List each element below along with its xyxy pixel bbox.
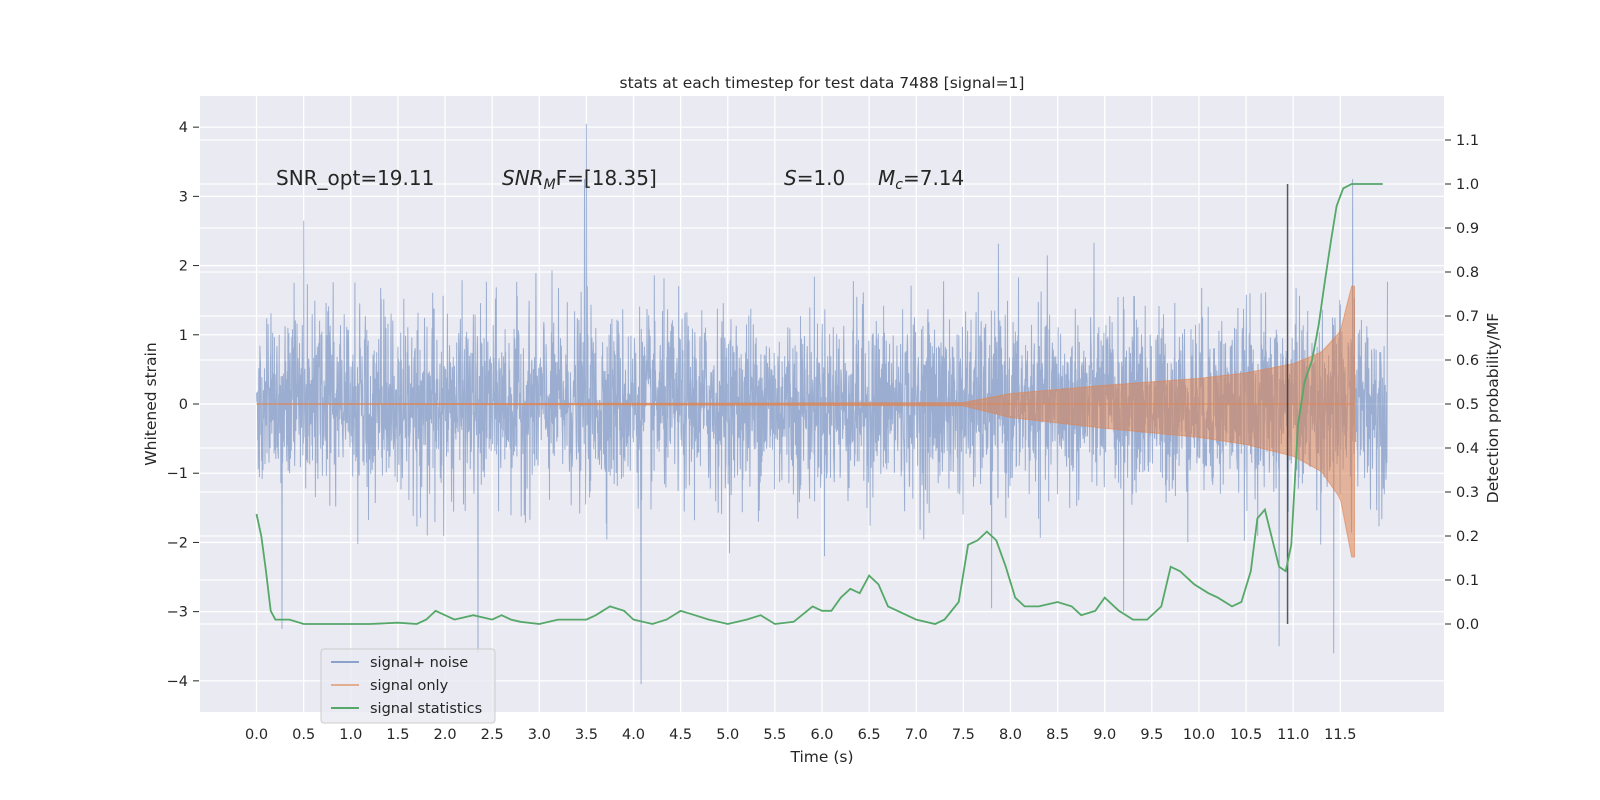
x-tick-label: 0.0 <box>245 727 268 743</box>
x-tick-label: 2.5 <box>481 727 504 743</box>
y2-tick-label: 0.4 <box>1456 441 1479 457</box>
y-axis-ticks: −4 −3 −2 −1 0 1 2 3 4 <box>167 120 199 690</box>
x-tick-label: 4.5 <box>669 727 692 743</box>
x-tick-label: 0.5 <box>292 727 315 743</box>
x-tick-label: 7.0 <box>905 727 928 743</box>
y-tick-label: 1 <box>179 328 188 344</box>
x-tick-label: 5.5 <box>763 727 786 743</box>
y2-axis-ticks: 0.0 0.1 0.2 0.3 0.4 0.5 0.6 0.7 0.8 0.9 1.0 1.1 <box>1445 133 1479 633</box>
x-tick-label: 9.0 <box>1093 727 1116 743</box>
annotation-snr-mf: SNRMF=[18.35] <box>502 166 657 193</box>
series-signal-only <box>256 285 1355 558</box>
series-signal-statistics <box>255 183 1383 625</box>
y-tick-label: −3 <box>167 605 188 621</box>
x-tick-label: 7.5 <box>952 727 975 743</box>
legend-label-signal-plus-noise: signal+ noise <box>370 655 468 671</box>
y-tick-label: −4 <box>167 674 188 690</box>
annotation-s-rest: =1.0 <box>797 166 846 190</box>
annotation-snr-mf-symbol: SNR <box>502 166 544 190</box>
annotation-mc-symbol: M <box>878 166 895 190</box>
chart-title: stats at each timestep for test data 748… <box>620 74 1025 92</box>
x-tick-label: 3.0 <box>528 727 551 743</box>
y2-tick-label: 1.0 <box>1456 177 1479 193</box>
y-tick-label: −1 <box>167 466 188 482</box>
legend-box <box>320 648 496 724</box>
annotation-snr-opt: SNR_opt=19.11 <box>276 166 434 190</box>
y2-tick-label: 0.8 <box>1456 265 1479 281</box>
legend: signal+ noise signal only signal statist… <box>320 648 496 724</box>
x-tick-label: 6.5 <box>858 727 881 743</box>
y2-tick-label: 0.2 <box>1456 529 1479 545</box>
x-tick-label: 2.0 <box>433 727 456 743</box>
y2-tick-label: 0.9 <box>1456 221 1479 237</box>
y-tick-label: 0 <box>179 397 188 413</box>
annotation-mc: Mc=7.14 <box>878 166 964 193</box>
annotation-snr-mf-rest: F=[18.35] <box>556 166 657 190</box>
annotation-snr-mf-sub: M <box>544 177 556 193</box>
y2-tick-label: 0.3 <box>1456 485 1479 501</box>
annotation-mc-sub: c <box>895 177 903 193</box>
x-tick-label: 6.0 <box>810 727 833 743</box>
y2-tick-label: 0.7 <box>1456 309 1479 325</box>
y2-tick-label: 0.5 <box>1456 397 1479 413</box>
y2-axis-label: Detection probability/MF <box>1484 313 1502 504</box>
y2-tick-label: 0.1 <box>1456 573 1479 589</box>
x-tick-label: 11.0 <box>1277 727 1309 743</box>
y-tick-label: 3 <box>179 189 188 205</box>
x-tick-label: 3.5 <box>575 727 598 743</box>
x-tick-label: 8.0 <box>999 727 1022 743</box>
y-axis-label: Whitened strain <box>142 342 160 465</box>
legend-label-signal-statistics: signal statistics <box>370 701 482 717</box>
x-tick-label: 8.5 <box>1046 727 1069 743</box>
series-area-signal-only <box>256 285 1355 558</box>
x-tick-label: 11.5 <box>1324 727 1356 743</box>
x-tick-label: 10.5 <box>1230 727 1262 743</box>
annotation-s: S=1.0 <box>784 166 845 190</box>
x-axis-ticks: 0.0 0.5 1.0 1.5 2.0 2.5 3.0 3.5 4.0 4.5 5.0 5.5 6.0 6… <box>245 727 1356 743</box>
x-tick-label: 10.0 <box>1183 727 1215 743</box>
x-tick-label: 4.0 <box>622 727 645 743</box>
y-tick-label: 2 <box>179 259 188 275</box>
y-tick-label: −2 <box>167 535 188 551</box>
y-tick-label: 4 <box>179 120 188 136</box>
annotation-s-symbol: S <box>784 166 797 190</box>
annotation-mc-rest: =7.14 <box>903 166 964 190</box>
x-axis-label: Time (s) <box>789 748 853 766</box>
series-line-signal-statistics <box>255 183 1383 625</box>
y2-tick-label: 0.0 <box>1456 617 1479 633</box>
x-tick-label: 9.5 <box>1140 727 1163 743</box>
x-tick-label: 1.5 <box>386 727 409 743</box>
y2-tick-label: 0.6 <box>1456 353 1479 369</box>
y2-tick-label: 1.1 <box>1456 133 1479 149</box>
legend-label-signal-only: signal only <box>370 678 449 694</box>
x-tick-label: 5.0 <box>716 727 739 743</box>
x-tick-label: 1.0 <box>339 727 362 743</box>
